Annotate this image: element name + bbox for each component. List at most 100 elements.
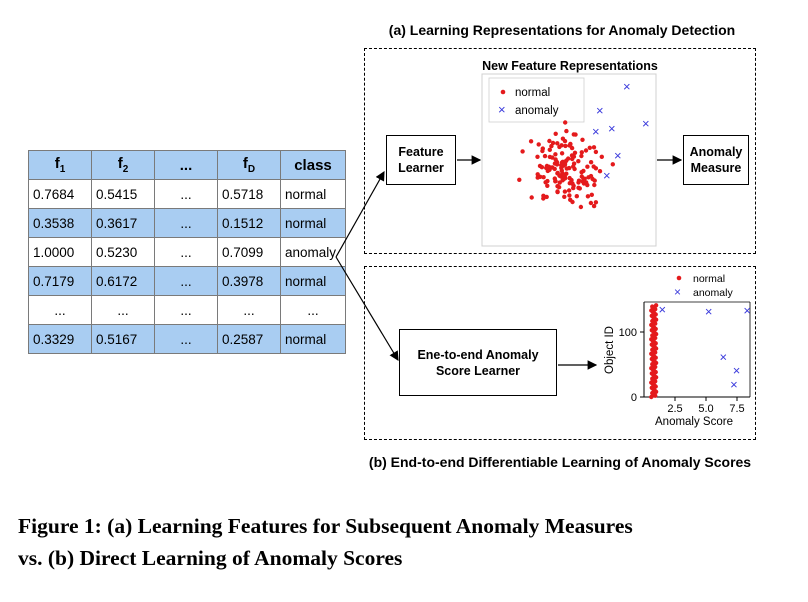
xtick-7-5: 7.5 [729,403,744,415]
normal-score-point [653,303,659,308]
scatter-a-points: ××××××× [517,79,650,210]
normal-point [578,204,584,210]
normal-point [552,166,557,172]
ytick-100: 100 [619,327,637,339]
normal-point [557,173,562,178]
table-cell: 0.7179 [28,266,92,296]
normal-point [591,164,596,169]
anomaly-point: × [614,148,622,163]
table-cell: ... [154,208,218,238]
panel-a-box [364,48,756,254]
legend-b-anomaly-marker: × [674,285,681,299]
normal-point [591,145,597,150]
normal-point [588,200,594,206]
normal-point [559,151,565,156]
normal-point [553,157,558,162]
normal-point [542,153,548,159]
panel-b-box [364,266,756,440]
normal-point [553,131,558,136]
table-cell: ... [154,266,218,296]
normal-point [535,175,540,180]
table-row: 0.3538 0.3617... 0.1512 normal [28,208,346,238]
normal-point [570,156,575,162]
caption-line-1: Figure 1: (a) Learning Features for Subs… [18,514,633,538]
normal-point [544,165,549,171]
normal-point [610,162,615,167]
normal-point [567,193,572,198]
normal-point [599,154,604,159]
table-cell: normal [280,266,346,296]
normal-point [597,169,603,174]
normal-point [579,150,584,155]
normal-point [569,145,575,151]
legend-anomaly-label: anomaly [515,105,559,117]
table-cell: normal [280,208,346,238]
normal-point [555,141,560,146]
table-cell: 0.6172 [91,266,155,296]
anomaly-score-point: × [720,350,728,365]
normal-point [567,165,572,171]
table-cell: ... [217,295,281,325]
table-row: 0.7179 0.6172... 0.3978 normal [28,266,346,296]
table-cell: 0.1512 [217,208,281,238]
anomaly-point: × [592,124,600,139]
normal-point [587,145,592,150]
plot-b-xlabel: Anomaly Score [655,416,733,428]
anomaly-measure-block: Anomaly Measure [683,135,749,185]
scatter-b-points: × × ×××× [649,302,751,400]
normal-point [572,150,578,155]
panel-a-title: (a) Learning Representations for Anomaly… [388,22,736,38]
panel-b-title: (b) End-to-end Differentiable Learning o… [368,454,752,470]
normal-point [584,180,589,185]
normal-point [541,193,546,198]
normal-point [576,159,581,164]
anomaly-score-point: × [659,302,667,317]
normal-point [567,181,572,186]
header-class: class [280,150,346,180]
normal-point [592,178,597,183]
table-cell: ... [154,295,218,325]
normal-point [589,192,594,197]
feature-data-table: f1 f2 ... fD class 0.7684 0.5415... 0.5718… [28,150,346,354]
normal-point [560,136,566,141]
normal-point [566,156,571,161]
table-row: 0.7684 0.5415... 0.5718 normal [28,179,346,209]
table-row: 0.3329 0.5167... 0.2587 normal [28,324,346,354]
feature-learner-block: Feature Learner [386,135,456,185]
table-cell: 0.2587 [217,324,281,354]
table-cell: 0.5167 [91,324,155,354]
plot-b-ylabel: Object ID [604,326,616,374]
table-cell: 0.3538 [28,208,92,238]
table-header-row: f1 f2 ... fD class [28,150,346,180]
normal-score-point [650,304,655,309]
normal-point [536,142,541,147]
xtick-2-5: 2.5 [667,403,682,415]
normal-point [529,195,534,200]
normal-point [563,120,568,125]
normal-point [562,194,567,199]
normal-point [580,137,585,142]
normal-point [593,149,599,155]
normal-point [577,186,582,191]
normal-point [556,185,562,190]
table-cell: ... [91,295,155,325]
legend-b-anomaly-label: anomaly [693,287,733,299]
table-cell: 0.7099 [217,237,281,267]
table-cell: anomaly [280,237,346,267]
table-cell: 0.7684 [28,179,92,209]
normal-point [574,194,579,199]
normal-point [540,148,545,154]
normal-point [559,160,564,165]
normal-point [547,154,553,160]
legend-normal-label: normal [515,87,550,99]
arrow-table-to-feature-learner [335,170,385,258]
ytick-0: 0 [631,392,637,404]
table-cell: 0.3978 [217,266,281,296]
anomaly-score-point: × [705,304,713,319]
normal-point [559,143,564,148]
normal-point [562,174,567,179]
normal-point [573,132,578,137]
table-cell: 0.5718 [217,179,281,209]
table-cell: normal [280,324,346,354]
header-f2: f2 [91,150,155,180]
